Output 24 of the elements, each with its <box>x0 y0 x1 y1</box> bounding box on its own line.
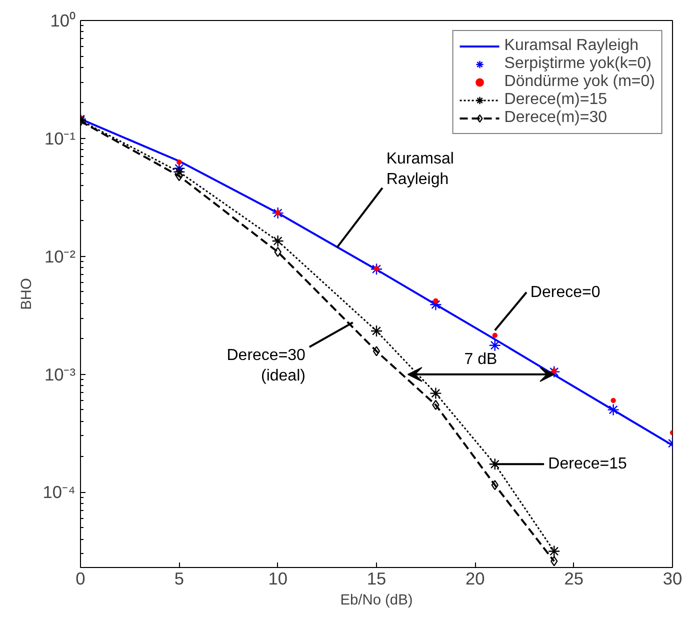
y-tick-label: 10⁻⁴ <box>42 482 76 502</box>
y-tick-label: 10⁻¹ <box>44 128 76 148</box>
y-tick-label: 10⁻² <box>44 246 76 266</box>
x-tick-label: 30 <box>662 568 682 588</box>
y-tick-label: 10⁰ <box>50 10 76 30</box>
legend-label: Kuramsal Rayleigh <box>504 37 639 55</box>
annotation: Derece=15 <box>548 456 627 473</box>
y-tick-label: 10⁻³ <box>44 364 76 384</box>
x-tick-label: 25 <box>564 568 584 588</box>
annotation: Kuramsal Rayleigh <box>386 150 454 188</box>
annotation: Derece=30 (ideal) <box>226 346 306 384</box>
legend-label: Derece(m)=30 <box>504 109 607 127</box>
legend-label: Döndürme yok (m=0) <box>504 73 655 91</box>
x-tick-label: 5 <box>174 568 184 588</box>
legend-label: Serpiştirme yok(k=0) <box>504 55 652 73</box>
x-tick-label: 20 <box>466 568 485 588</box>
y-axis-title: BHO <box>18 278 35 310</box>
annotation: 7 dB <box>464 350 498 368</box>
annotation: Derece=0 <box>530 284 600 301</box>
legend-label: Derece(m)=15 <box>504 91 607 109</box>
x-axis-title: Eb/No (dB) <box>340 592 413 608</box>
x-tick-label: 15 <box>366 568 386 588</box>
x-tick-label: 10 <box>268 568 288 588</box>
x-tick-label: 0 <box>76 568 86 588</box>
